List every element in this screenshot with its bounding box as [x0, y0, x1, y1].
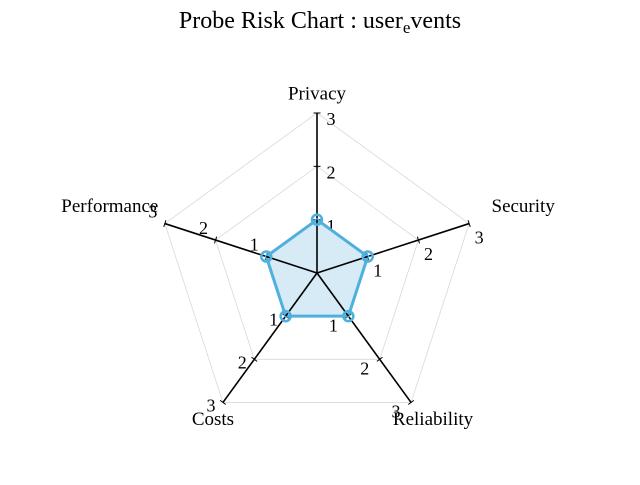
axis-tick-label: 3	[327, 109, 336, 129]
axis-tick-mark	[213, 236, 218, 244]
axis-label-performance: Performance	[61, 196, 158, 217]
axis-tick-mark	[251, 356, 258, 362]
axis-tick-label: 1	[327, 216, 336, 236]
axis-tick-label: 1	[329, 315, 338, 335]
chart-title-rest: vents	[410, 8, 462, 34]
axis-tick-label: 1	[250, 235, 259, 255]
axis-tick-mark	[376, 356, 383, 362]
chart-title: Probe Risk Chart : userevents	[0, 8, 640, 38]
axis-tick-label: 2	[238, 352, 247, 372]
axis-tick-mark	[219, 399, 227, 405]
axis-tick-label: 3	[148, 202, 157, 222]
axis-tick-label: 3	[392, 402, 401, 422]
data-point-costs	[279, 309, 292, 323]
axis-tick-label: 2	[360, 358, 369, 378]
axis-tick-label: 1	[373, 261, 382, 281]
axis-label-privacy: Privacy	[288, 83, 347, 104]
axis-tick-mark	[407, 399, 415, 405]
chart-title-main: Probe Risk Chart : user	[178, 8, 403, 34]
axis-line-overlay	[316, 272, 349, 317]
axis-tick-label: 3	[475, 228, 484, 248]
grid-ring-3	[164, 112, 470, 403]
axis-tick-mark	[163, 220, 167, 228]
axis-tick-label: 2	[199, 218, 208, 238]
axis-tick-label: 2	[327, 162, 336, 182]
axis-tick-label: 2	[424, 244, 433, 264]
axis-tick-label: 3	[206, 396, 215, 416]
data-point-reliability	[342, 309, 355, 323]
data-point-performance	[260, 250, 273, 263]
data-point-security	[361, 250, 374, 263]
axis-line-overlay	[316, 255, 368, 274]
chart-title-subscript: e	[402, 18, 411, 37]
grid-ring-2	[215, 165, 419, 360]
axis-tick-label: 1	[269, 309, 278, 329]
axis-line-overlay	[266, 255, 318, 274]
axis-label-costs: Costs	[192, 409, 234, 430]
axis-label-reliability: Reliability	[393, 409, 474, 430]
data-point-privacy	[310, 213, 324, 226]
axis-line-overlay	[285, 272, 318, 317]
axis-tick-mark	[416, 236, 421, 244]
axis-label-security: Security	[492, 196, 556, 217]
axis-tick-mark	[467, 220, 471, 228]
